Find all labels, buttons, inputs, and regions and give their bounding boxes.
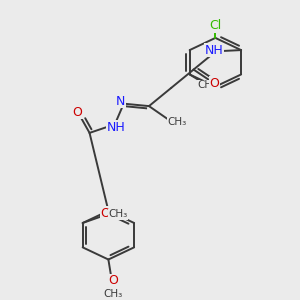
Text: O: O — [73, 106, 82, 119]
Text: CH₃: CH₃ — [109, 209, 128, 220]
Text: NH: NH — [205, 44, 224, 57]
Text: O: O — [100, 207, 110, 220]
Text: O: O — [108, 274, 118, 287]
Text: O: O — [209, 77, 219, 90]
Text: Cl: Cl — [209, 19, 221, 32]
Text: N: N — [116, 95, 125, 108]
Text: CH₃: CH₃ — [168, 117, 187, 127]
Text: CH₃: CH₃ — [103, 289, 122, 298]
Text: CH₃: CH₃ — [198, 80, 217, 90]
Text: NH: NH — [107, 121, 126, 134]
